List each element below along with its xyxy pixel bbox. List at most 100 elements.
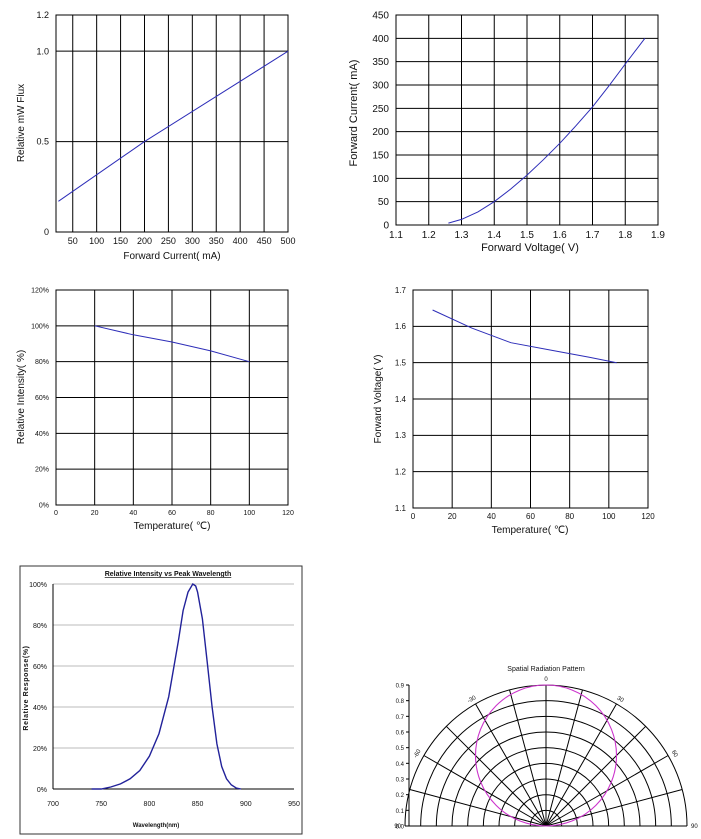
chart-title: Spatial Radiation Pattern [507, 666, 585, 673]
angle-spoke [445, 725, 547, 827]
angle-spoke [409, 789, 547, 827]
x-tick-label: 0 [54, 510, 58, 517]
x-tick-label: 400 [233, 236, 248, 246]
chart-vf_temp: 0 20 40 60 80 100 120 1.1 1.2 1.3 1.4 1.5 1.6 1.7 Temp… [373, 286, 655, 536]
radial-tick-label: 0.2 [396, 793, 405, 799]
y-tick-label: 450 [372, 11, 389, 22]
radiation-pattern-curve [474, 684, 618, 827]
chart-iv: 1.1 1.2 1.3 1.4 1.5 1.6 1.7 1.8 1.9 0 50 100 150 200 2… [348, 11, 665, 255]
y-tick-label: 400 [372, 34, 389, 45]
y-tick-label: 150 [372, 151, 389, 162]
x-tick-label: 40 [129, 510, 137, 517]
y-tick-label: 0% [37, 787, 47, 794]
y-tick-label: 1.2 [36, 10, 49, 20]
y-tick-label: 80% [33, 623, 47, 630]
y-tick-label: 350 [372, 57, 389, 68]
y-tick-label: 1.0 [36, 46, 49, 56]
radial-tick-label: 0.4 [396, 762, 405, 768]
y-axis-label: Forward Current( mA) [348, 60, 360, 167]
y-tick-label: 250 [372, 104, 389, 115]
series-line-intensity [94, 325, 250, 363]
angle-spoke [545, 725, 647, 827]
y-tick-label: 1.5 [395, 358, 407, 367]
chart-radiation: Spatial Radiation Pattern 0.0 0.1 0.2 0.3 0.4… [394, 666, 698, 831]
y-tick-label: 100% [29, 582, 47, 589]
angle-spoke [545, 689, 583, 827]
x-tick-label: 0 [411, 512, 416, 521]
y-tick-label: 1.1 [395, 504, 407, 513]
y-tick-label: 0 [44, 227, 49, 237]
y-tick-label: 20% [35, 467, 49, 474]
y-axis-label: Relative Response(%) [23, 645, 30, 730]
y-tick-label: 1.2 [395, 467, 407, 476]
x-tick-label: 1.1 [389, 230, 403, 241]
x-tick-label: 120 [282, 510, 294, 517]
x-tick-label: 60 [526, 512, 535, 521]
x-tick-label: 950 [288, 801, 300, 808]
angle-label: 0 [544, 677, 548, 683]
x-tick-label: 500 [280, 236, 295, 246]
x-tick-label: 20 [448, 512, 457, 521]
series-line-spectrum [91, 582, 242, 790]
x-tick-label: 80 [207, 510, 215, 517]
x-tick-label: 350 [209, 236, 224, 246]
x-tick-label: 1.3 [455, 230, 469, 241]
y-tick-label: 1.7 [395, 286, 407, 295]
x-axis-label: Forward Current( mA) [123, 251, 220, 262]
angle-label: -30 [467, 695, 478, 705]
y-tick-label: 1.6 [395, 322, 407, 331]
x-axis-label: Temperature( ℃) [134, 521, 211, 532]
x-tick-label: 750 [95, 801, 107, 808]
x-tick-label: 50 [68, 236, 78, 246]
x-tick-label: 900 [240, 801, 252, 808]
x-tick-label: 80 [565, 512, 574, 521]
angle-label: -60 [413, 748, 423, 759]
chart-intensity_temp: 0 20 40 60 80 100 120 0% 20% 40% 60% 80% 100% 120% Tem… [16, 287, 294, 532]
x-axis-label: Wavelength(nm) [133, 823, 179, 829]
y-tick-label: 1.3 [395, 431, 407, 440]
x-tick-label: 100 [243, 510, 255, 517]
x-tick-label: 700 [47, 801, 59, 808]
y-tick-label: 0% [39, 502, 49, 509]
angle-label: 90 [394, 824, 401, 830]
y-tick-label: 300 [372, 81, 389, 92]
x-tick-label: 850 [192, 801, 204, 808]
y-tick-label: 200 [372, 127, 389, 138]
x-tick-label: 100 [89, 236, 104, 246]
x-tick-label: 120 [641, 512, 655, 521]
angle-spoke [545, 703, 617, 827]
y-tick-label: 120% [31, 287, 49, 294]
x-tick-label: 1.9 [651, 230, 665, 241]
chart-flux: 50 100 150 200 250 300 350 400 450 500 0 0.5 1.0 1.2 F… [16, 10, 296, 262]
plot-frame [412, 289, 649, 509]
y-tick-label: 40% [35, 431, 49, 438]
chart-border [19, 565, 303, 835]
radial-tick-label: 0.7 [396, 715, 405, 721]
angle-label: 60 [670, 750, 679, 759]
x-tick-label: 1.2 [422, 230, 436, 241]
angle-spoke [545, 789, 683, 827]
x-tick-label: 250 [161, 236, 176, 246]
x-tick-label: 1.4 [487, 230, 501, 241]
x-tick-label: 100 [602, 512, 616, 521]
radial-tick-label: 0.6 [396, 731, 405, 737]
x-tick-label: 60 [168, 510, 176, 517]
x-tick-label: 800 [144, 801, 156, 808]
x-tick-label: 300 [185, 236, 200, 246]
series-line-Vf [432, 309, 617, 364]
y-tick-label: 60% [35, 395, 49, 402]
radial-tick-label: 0.8 [396, 699, 405, 705]
x-axis-label: Temperature( ℃) [492, 525, 569, 536]
angle-label: 30 [616, 696, 625, 705]
radial-tick-label: 0.5 [396, 746, 405, 752]
chart-spectrum: Relative Intensity vs Peak Wavelength 700… [19, 565, 303, 835]
x-tick-label: 200 [137, 236, 152, 246]
chart-title: Relative Intensity vs Peak Wavelength [105, 571, 232, 578]
radial-tick-label: 0.9 [396, 684, 405, 690]
y-tick-label: 80% [35, 359, 49, 366]
y-tick-label: 100 [372, 174, 389, 185]
radial-tick-label: 0.1 [396, 809, 405, 815]
y-axis-label: Forward Voltage( V) [373, 355, 384, 444]
series-line-flux [58, 50, 289, 202]
